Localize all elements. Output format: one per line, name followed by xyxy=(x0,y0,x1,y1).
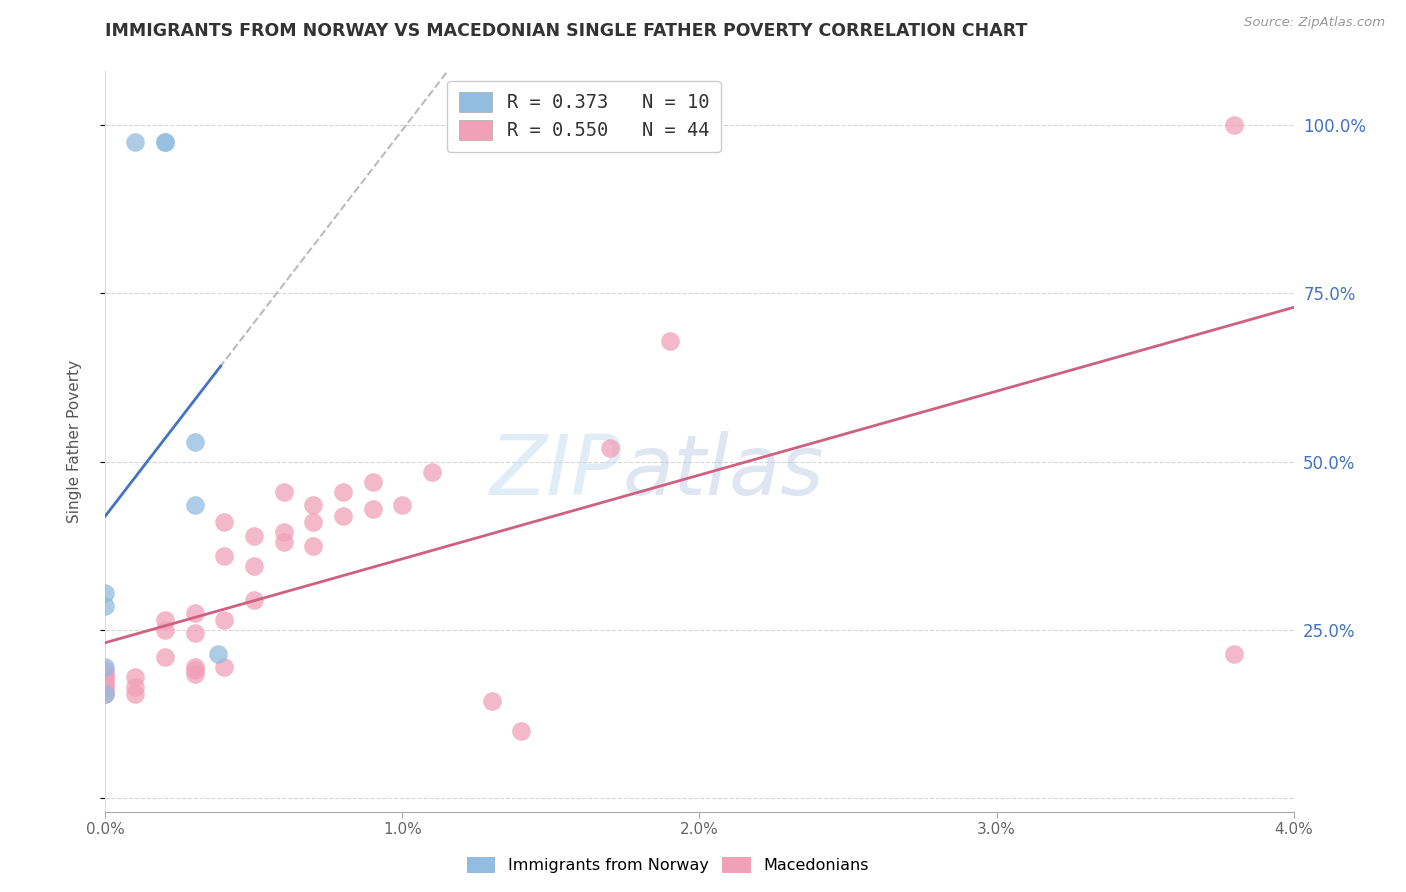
Point xyxy=(214,660,236,674)
Point xyxy=(153,135,176,149)
Point xyxy=(153,623,176,637)
Point xyxy=(214,613,236,627)
Point xyxy=(94,586,117,600)
Point xyxy=(94,599,117,614)
Point xyxy=(273,535,295,549)
Point xyxy=(302,516,325,530)
Point xyxy=(332,508,354,523)
Legend: R = 0.373   N = 10, R = 0.550   N = 44: R = 0.373 N = 10, R = 0.550 N = 44 xyxy=(447,81,721,152)
Point xyxy=(94,687,117,701)
Point xyxy=(332,485,354,500)
Legend: Immigrants from Norway, Macedonians: Immigrants from Norway, Macedonians xyxy=(460,850,876,880)
Point xyxy=(243,592,266,607)
Point xyxy=(183,660,205,674)
Text: ZIP: ZIP xyxy=(491,431,623,512)
Point xyxy=(510,723,533,738)
Y-axis label: Single Father Poverty: Single Father Poverty xyxy=(67,360,82,523)
Point xyxy=(599,442,621,456)
Point xyxy=(94,680,117,694)
Point xyxy=(183,664,205,678)
Point xyxy=(481,694,503,708)
Point xyxy=(214,516,236,530)
Point xyxy=(243,529,266,543)
Point xyxy=(153,135,176,149)
Point xyxy=(420,465,443,479)
Point xyxy=(1223,647,1246,661)
Point xyxy=(361,475,384,489)
Point xyxy=(94,660,117,674)
Point xyxy=(361,501,384,516)
Point xyxy=(207,647,229,661)
Point xyxy=(273,525,295,540)
Point xyxy=(153,613,176,627)
Point xyxy=(391,499,413,513)
Point xyxy=(94,664,117,678)
Point xyxy=(124,135,146,149)
Point xyxy=(183,666,205,681)
Text: Source: ZipAtlas.com: Source: ZipAtlas.com xyxy=(1244,16,1385,29)
Point xyxy=(94,670,117,684)
Point xyxy=(1223,118,1246,132)
Text: IMMIGRANTS FROM NORWAY VS MACEDONIAN SINGLE FATHER POVERTY CORRELATION CHART: IMMIGRANTS FROM NORWAY VS MACEDONIAN SIN… xyxy=(105,22,1028,40)
Point xyxy=(94,673,117,688)
Point xyxy=(183,434,205,449)
Point xyxy=(658,334,681,348)
Point xyxy=(302,499,325,513)
Text: atlas: atlas xyxy=(623,431,824,512)
Point xyxy=(94,677,117,691)
Point xyxy=(273,485,295,500)
Point xyxy=(243,559,266,574)
Point xyxy=(124,680,146,694)
Point xyxy=(183,626,205,640)
Point xyxy=(153,649,176,664)
Point xyxy=(124,670,146,684)
Point xyxy=(183,606,205,620)
Point xyxy=(302,539,325,553)
Point xyxy=(214,549,236,563)
Point xyxy=(94,687,117,701)
Point xyxy=(94,683,117,698)
Point xyxy=(124,687,146,701)
Point xyxy=(183,499,205,513)
Point xyxy=(94,666,117,681)
